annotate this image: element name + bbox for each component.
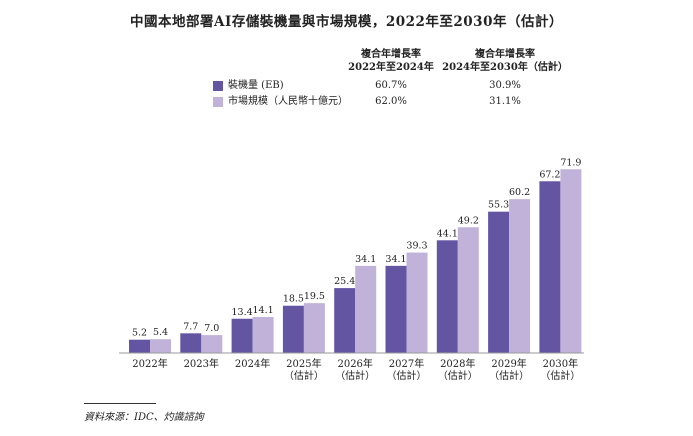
cagr-header-2022-2024: 複合年增長率 2022年至2024年 <box>326 48 456 74</box>
bar-value-label: 25.4 <box>334 276 355 287</box>
bar-market <box>201 335 223 353</box>
x-tick-label: （估計） <box>335 369 375 382</box>
bar-value-label: 44.1 <box>437 228 458 239</box>
source-divider <box>84 403 156 404</box>
cagr-header-line: 複合年增長率 <box>361 49 421 60</box>
x-tick-label: （估計） <box>489 369 529 382</box>
legend-label-installed: 裝機量 (EB) <box>228 80 284 91</box>
x-tick-label: 2030年 <box>543 357 578 370</box>
bar-value-label: 71.9 <box>560 157 581 168</box>
bar-installed <box>180 333 202 353</box>
bar-installed <box>129 339 150 353</box>
bar-installed <box>488 211 510 353</box>
bar-value-label: 49.2 <box>458 215 479 226</box>
x-tick-label: 2026年 <box>337 357 372 370</box>
cagr-value: 60.7% <box>375 80 407 91</box>
x-tick-label: 2024年 <box>235 357 270 370</box>
bar-market <box>509 199 531 353</box>
bar-value-label: 34.1 <box>355 254 376 265</box>
bar-value-label: 60.2 <box>509 187 530 198</box>
bar-value-label: 14.1 <box>253 305 274 316</box>
x-tick-label: 2025年 <box>286 357 321 370</box>
x-tick-label: （估計） <box>438 369 478 382</box>
bar-value-label: 5.4 <box>153 327 168 338</box>
x-tick-label: （估計） <box>540 369 580 382</box>
bar-value-label: 18.5 <box>283 294 304 305</box>
bar-value-label: 19.5 <box>304 291 325 302</box>
bar-value-label: 5.2 <box>132 328 147 339</box>
cagr-header-2024-2030: 複合年增長率 2024年至2030年（估計） <box>440 48 570 74</box>
bar-market <box>560 169 582 353</box>
cagr-value: 31.1% <box>489 96 521 107</box>
x-tick-label: （估計） <box>387 369 427 382</box>
bar-market <box>252 316 274 353</box>
bar-market <box>406 252 428 353</box>
cagr-value: 30.9% <box>489 80 521 91</box>
legend-label-market: 市場規模（人民幣十億元） <box>228 96 348 107</box>
bar-installed <box>385 265 407 353</box>
chart-title: 中國本地部署AI存儲裝機量與市場規模，2022年至2030年（估計） <box>130 14 563 30</box>
bar-value-label: 13.4 <box>232 307 253 318</box>
x-tick-label: 2027年 <box>389 357 424 370</box>
x-tick-label: 2028年 <box>440 357 475 370</box>
bar-value-label: 7.0 <box>204 323 219 334</box>
bar-market <box>457 227 479 353</box>
bar-installed <box>231 318 253 353</box>
x-tick-label: 2022年 <box>132 357 167 370</box>
bar-market <box>303 303 325 353</box>
cagr-value: 62.0% <box>375 96 407 107</box>
bar-installed <box>436 240 458 353</box>
bar-installed <box>539 181 561 353</box>
bar-installed <box>282 305 304 353</box>
cagr-header-line: 2024年至2030年（估計） <box>442 62 568 73</box>
bar-value-label: 55.3 <box>488 200 509 211</box>
x-tick-label: 2023年 <box>184 357 219 370</box>
bar-value-label: 34.1 <box>385 254 406 265</box>
bar-value-label: 39.3 <box>406 241 427 252</box>
x-tick-label: 2029年 <box>491 357 526 370</box>
bar-value-label: 67.2 <box>539 169 560 180</box>
bar-market <box>150 339 171 353</box>
x-tick-label: （估計） <box>284 369 324 382</box>
bar-market <box>355 265 377 353</box>
bar-value-label: 7.7 <box>183 321 198 332</box>
cagr-header-line: 2022年至2024年 <box>348 62 434 73</box>
cagr-header-line: 複合年增長率 <box>475 49 535 60</box>
bar-installed <box>334 288 356 353</box>
legend-swatch-installed <box>213 81 223 91</box>
source-note: 資料來源：IDC、灼識諮詢 <box>84 412 204 423</box>
legend-swatch-market <box>213 97 223 107</box>
